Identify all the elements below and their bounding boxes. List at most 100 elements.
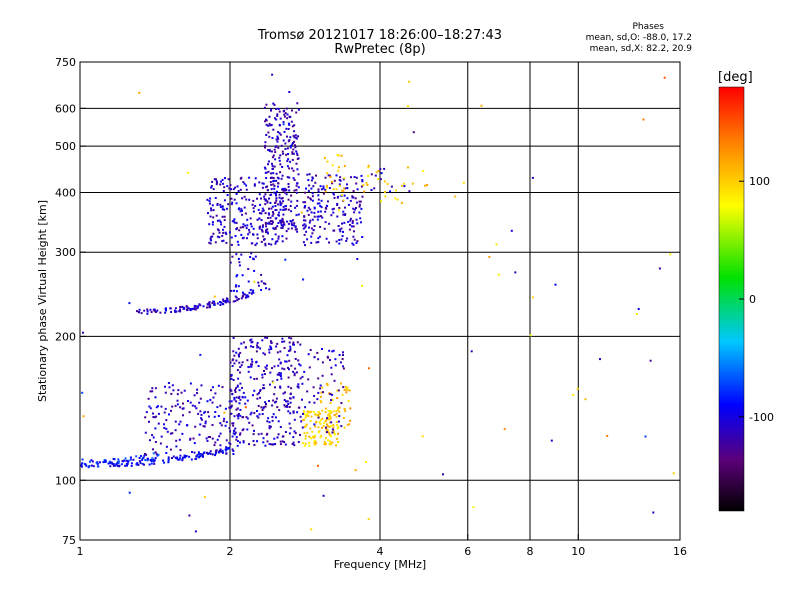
data-point [319,422,322,425]
data-point [157,405,159,408]
data-point [153,309,156,312]
data-point [342,416,345,419]
data-point [248,421,251,424]
data-point [308,435,311,438]
data-point [338,410,341,413]
data-point [276,342,279,345]
data-point [264,366,267,369]
data-point [293,222,296,225]
data-point [239,382,242,385]
data-point [170,409,172,412]
data-point [316,398,319,401]
data-point [290,364,293,367]
data-point [253,412,256,415]
data-point [257,416,260,419]
data-point [400,201,403,204]
data-point [197,305,200,308]
data-point [356,188,359,191]
data-point [296,411,299,414]
data-point [266,189,269,192]
data-point [222,300,225,303]
data-point [316,218,319,221]
data-point [219,205,222,208]
data-point [313,441,316,444]
data-point [274,117,276,120]
data-point [278,371,281,374]
data-point [470,350,473,353]
data-point [90,459,93,462]
data-point [296,230,299,233]
data-point [309,437,312,440]
data-point [336,397,339,400]
data-point [238,402,241,405]
data-point [180,391,183,394]
data-point [145,411,148,414]
data-point [342,199,345,202]
data-point [253,444,256,446]
colorbar-tick-label: 0 [749,293,756,306]
data-point [256,393,259,396]
data-point [232,300,235,303]
data-point [274,401,276,404]
data-point [309,208,312,211]
data-point [164,391,167,394]
data-point [237,298,240,300]
data-point [324,221,327,224]
data-point [377,170,380,173]
x-tick-label: 8 [527,545,534,558]
data-point [249,345,252,348]
data-point [327,417,330,420]
data-point [239,432,242,435]
data-point [328,349,331,352]
data-point [200,418,203,421]
data-point [210,185,213,188]
data-point [268,150,271,153]
data-point [334,358,337,361]
data-point [249,222,252,225]
data-point [294,144,296,147]
data-point [307,206,310,209]
data-point [276,114,279,117]
data-point [88,465,91,467]
data-point [209,242,212,245]
data-point [316,202,319,205]
data-point [138,308,141,311]
data-point [219,301,221,303]
data-point [283,340,286,343]
data-point [260,406,263,409]
data-point [138,457,141,459]
data-point [265,118,267,121]
data-point [279,361,282,364]
data-point [274,386,276,389]
data-point [275,172,278,175]
data-point [261,376,264,379]
data-point [165,309,167,312]
data-point [207,452,209,455]
data-point [235,408,238,411]
data-point [424,184,427,187]
data-point [271,367,273,370]
data-point [284,148,287,150]
data-point [322,494,325,497]
data-point [275,179,278,182]
data-point [408,190,411,193]
data-point [331,431,334,434]
data-point [279,163,282,166]
data-point [245,294,248,297]
data-point [204,422,207,425]
data-point [480,104,483,107]
data-point [319,185,322,188]
data-point [355,218,358,221]
data-point [183,389,186,392]
data-point [186,424,189,427]
data-point [226,447,229,450]
data-point [251,424,254,427]
data-point [151,457,154,460]
data-point [239,351,242,354]
data-point [309,420,312,422]
data-point [230,203,233,206]
data-point [361,179,364,181]
data-point [442,473,444,476]
data-point [257,365,260,367]
